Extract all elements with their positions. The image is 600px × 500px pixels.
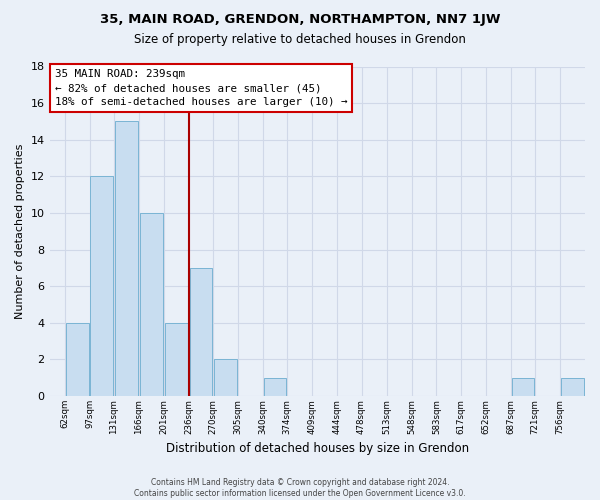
Text: Contains HM Land Registry data © Crown copyright and database right 2024.
Contai: Contains HM Land Registry data © Crown c…: [134, 478, 466, 498]
Bar: [91, 176, 113, 396]
Bar: [190, 268, 212, 396]
Text: 35, MAIN ROAD, GRENDON, NORTHAMPTON, NN7 1JW: 35, MAIN ROAD, GRENDON, NORTHAMPTON, NN7…: [100, 12, 500, 26]
Bar: [65, 323, 89, 396]
Bar: [165, 323, 188, 396]
Y-axis label: Number of detached properties: Number of detached properties: [15, 144, 25, 319]
X-axis label: Distribution of detached houses by size in Grendon: Distribution of detached houses by size …: [166, 442, 469, 455]
Bar: [264, 378, 286, 396]
Text: Size of property relative to detached houses in Grendon: Size of property relative to detached ho…: [134, 32, 466, 46]
Bar: [561, 378, 584, 396]
Bar: [115, 122, 138, 396]
Bar: [140, 213, 163, 396]
Bar: [512, 378, 534, 396]
Text: 35 MAIN ROAD: 239sqm
← 82% of detached houses are smaller (45)
18% of semi-detac: 35 MAIN ROAD: 239sqm ← 82% of detached h…: [55, 69, 347, 107]
Bar: [214, 360, 237, 396]
